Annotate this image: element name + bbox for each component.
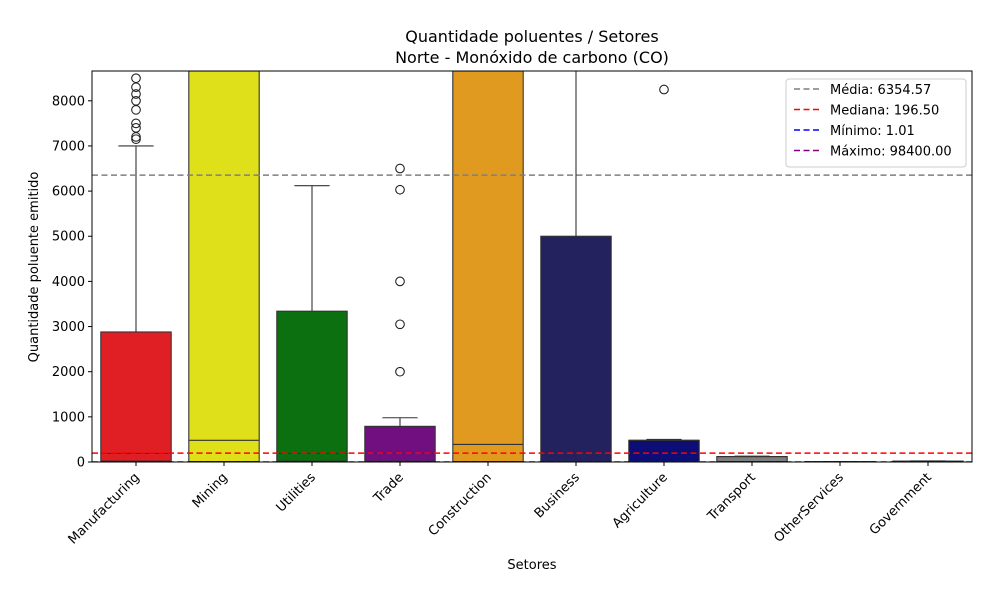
box-construction [452,71,524,462]
box-group-trade [364,163,436,462]
legend-label: Mínimo: 1.01 [830,124,915,139]
plot-frame [91,70,973,463]
box-group-agriculture [628,84,700,462]
box-group-mining [188,71,260,462]
box-mining [188,71,260,462]
y-axis-label: Quantidade poluente emitido [27,172,42,363]
outlier-point [131,95,141,106]
y-tick-label: 0 [77,456,85,471]
outlier-point [131,118,141,129]
y-tick-label: 6000 [52,185,85,200]
outlier-point [131,123,141,133]
outlier-point [659,84,669,95]
y-tick-label: 4000 [52,275,85,290]
legend-box [785,78,967,168]
y-tick-label: 7000 [52,139,85,154]
box-group-manufacturing [100,73,172,462]
y-tick-label: 8000 [52,94,85,109]
legend-label: Máximo: 98400.00 [830,145,952,160]
outlier-point [395,184,405,195]
outlier-point [131,134,141,145]
outlier-point [395,163,405,174]
outlier-point [131,73,141,84]
box-manufacturing [100,331,172,462]
y-tick-label: 5000 [52,230,85,245]
box-group-transport [716,455,788,462]
legend-label: Mediana: 196.50 [830,104,939,119]
box-utilities [276,310,348,462]
box-group-construction [452,71,524,462]
y-tick-label: 2000 [52,365,85,380]
y-tick-label: 1000 [52,410,85,425]
legend-label: Média: 6354.57 [830,83,931,98]
outlier-point [131,89,141,99]
box-group-business [540,71,612,462]
plot-content [92,71,972,462]
chart-title-line1: Quantidade poluentes / Setores [405,27,658,46]
legend: Média: 6354.57 Mediana: 196.50 Mínimo: 1.0… [785,78,967,168]
outlier-point [395,276,405,287]
x-axis-label: Setores [507,558,556,573]
outlier-point [395,319,405,330]
y-tick-label: 3000 [52,320,85,335]
box-business [540,235,612,462]
box-group-utilities [276,185,348,462]
box-trade [364,425,436,462]
chart-title-line2: Norte - Monóxido de carbono (CO) [395,48,669,67]
outlier-point [395,366,405,377]
box-agriculture [628,439,700,462]
box-transport [716,456,788,462]
